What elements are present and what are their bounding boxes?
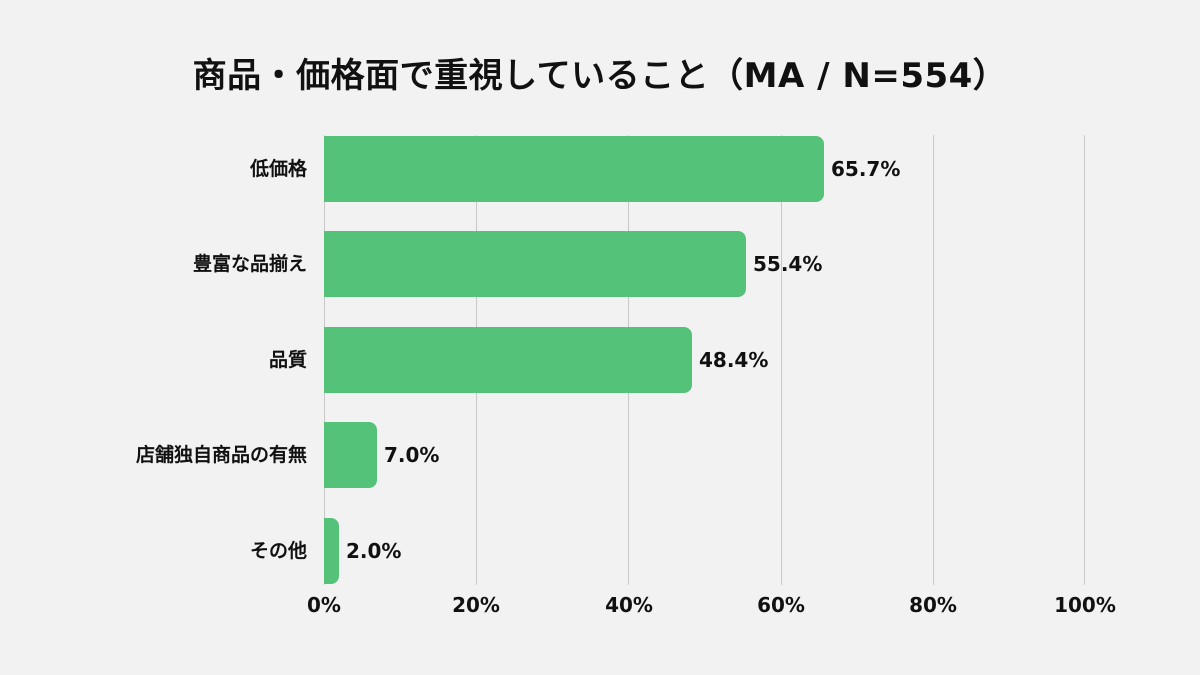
x-tick-label: 80% xyxy=(909,593,957,617)
x-tick-label: 20% xyxy=(452,593,500,617)
bar-value-label: 7.0% xyxy=(384,443,440,467)
chart-title: 商品・価格面で重視していること（MA / N=554） xyxy=(192,56,1008,96)
bar xyxy=(324,136,824,202)
category-label: 店舗独自商品の有無 xyxy=(135,444,307,466)
x-tick-label: 100% xyxy=(1054,593,1116,617)
bar-value-label: 48.4% xyxy=(699,348,769,372)
x-tick-label: 60% xyxy=(757,593,805,617)
x-tick-label: 0% xyxy=(307,593,341,617)
x-tick-label: 40% xyxy=(605,593,653,617)
plot-area: 65.7% 55.4% 48.4% 7.0% 2.0% xyxy=(324,135,1085,585)
gridline-60 xyxy=(781,135,782,585)
gridline-100 xyxy=(1084,135,1085,585)
category-label: 品質 xyxy=(268,349,307,371)
bar xyxy=(324,231,746,297)
category-label: その他 xyxy=(249,540,307,562)
gridline-80 xyxy=(933,135,934,585)
category-label: 低価格 xyxy=(249,158,307,180)
bar-value-label: 65.7% xyxy=(831,157,901,181)
bar-value-label: 55.4% xyxy=(753,252,823,276)
category-label: 豊富な品揃え xyxy=(192,253,307,275)
bar xyxy=(324,518,339,584)
bar-value-label: 2.0% xyxy=(346,539,402,563)
bar xyxy=(324,422,377,488)
bar xyxy=(324,327,692,393)
